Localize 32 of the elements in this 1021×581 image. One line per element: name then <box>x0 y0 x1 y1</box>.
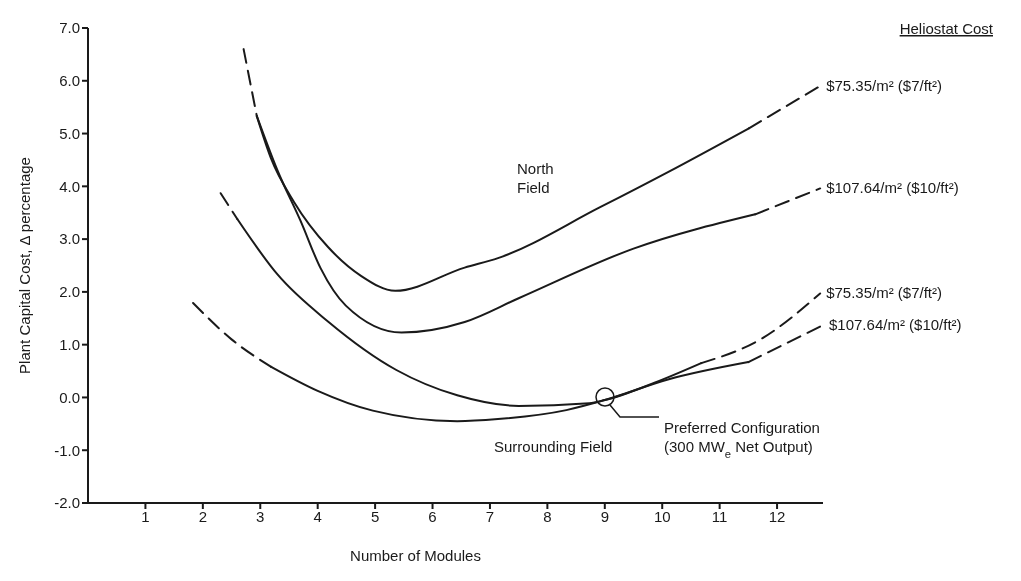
x-tick-label: 6 <box>428 507 437 525</box>
y-tick-label: -1.0 <box>54 441 80 459</box>
x-axis-title: Number of Modules <box>350 547 481 564</box>
y-tick-label: 5.0 <box>59 124 80 142</box>
x-tick-label: 2 <box>198 507 208 525</box>
x-tick-label: 8 <box>543 507 552 525</box>
series-label: $107.64/m² ($10/ft²) <box>826 179 959 197</box>
y-tick-label: 2.0 <box>59 283 80 301</box>
x-tick-label: 5 <box>370 507 380 525</box>
annotation: North Field <box>517 160 554 196</box>
y-tick-label: 0.0 <box>59 388 80 406</box>
x-tick-label: 7 <box>485 507 495 525</box>
x-tick-label: 9 <box>600 507 609 525</box>
legend-title: Heliostat Cost <box>899 20 994 37</box>
y-tick-label: -2.0 <box>54 494 80 512</box>
annotation: Surrounding Field <box>494 438 613 455</box>
y-tick-label: 7.0 <box>59 19 80 37</box>
y-tick-label: 3.0 <box>59 230 80 248</box>
x-tick-label: 12 <box>768 507 786 525</box>
series-label: $75.35/m² ($7/ft²) <box>826 77 943 95</box>
x-tick-label: 3 <box>256 507 265 525</box>
x-tick-label: 11 <box>711 507 728 525</box>
x-tick-label: 1 <box>141 507 150 525</box>
y-tick-label: 1.0 <box>59 335 80 353</box>
series-label: $107.64/m² ($10/ft²) <box>829 316 962 334</box>
series-label: $75.35/m² ($7/ft²) <box>826 284 943 302</box>
y-axis-title: Plant Capital Cost, Δ percentage <box>16 157 33 374</box>
x-tick-label: 4 <box>313 507 322 525</box>
y-tick-label: 6.0 <box>59 72 80 90</box>
y-tick-label: 4.0 <box>59 177 80 195</box>
x-tick-label: 10 <box>653 507 671 525</box>
annotation: Preferred Configuration (300 MW$_{e}$ Net Output) <box>664 419 820 460</box>
